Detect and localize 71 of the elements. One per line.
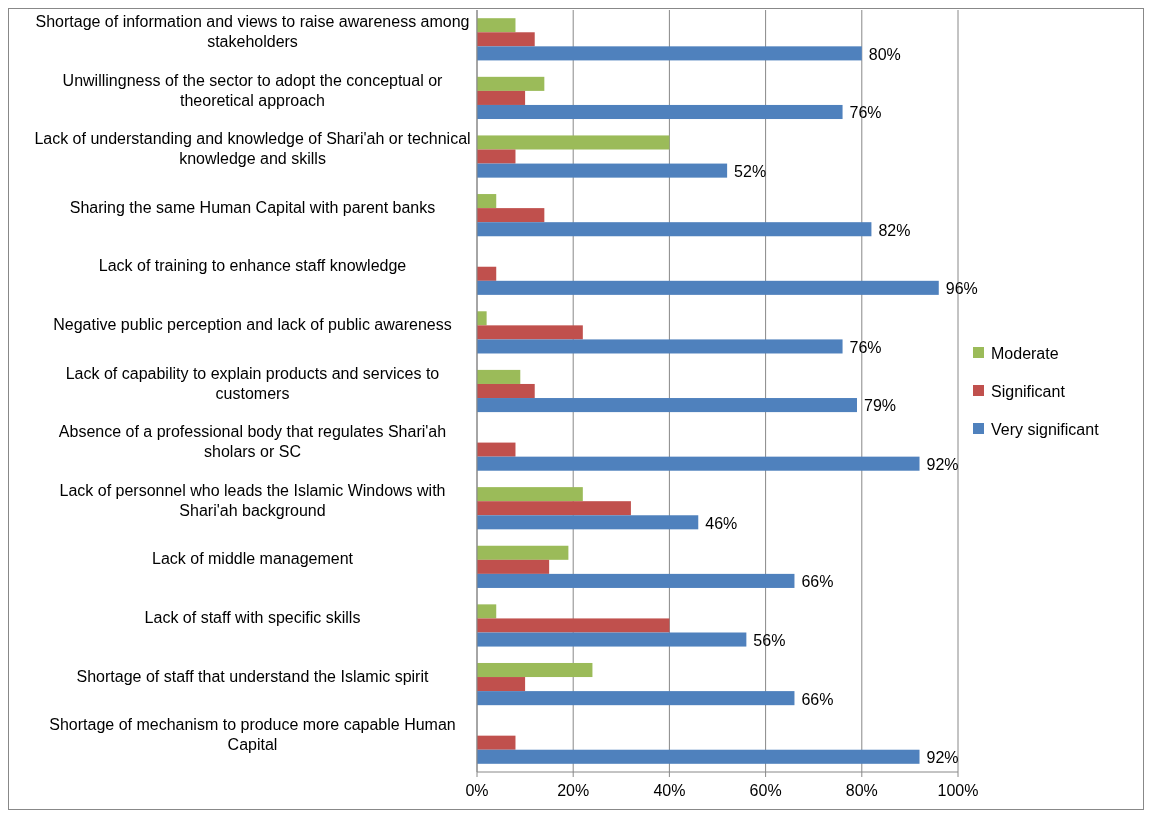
bar: [477, 573, 795, 588]
bar: [477, 325, 583, 340]
bar: [477, 104, 843, 120]
data-label: 46%: [705, 514, 738, 532]
data-label: 52%: [734, 163, 767, 181]
bar: [477, 383, 535, 399]
y-tick-label: Lack of training to enhance staff knowledge: [98, 257, 407, 275]
y-tick-label: Absence of a professional body that regulates Shari'ah sholars or SC: [58, 423, 447, 461]
bar: [477, 735, 516, 750]
bar: [477, 487, 583, 502]
y-tick-label: Lack of personnel who leads the Islamic Windows with Shari'ah background: [59, 481, 446, 519]
x-tick-label: 20%: [557, 782, 590, 799]
data-label: 82%: [878, 221, 911, 239]
y-tick-label: Negative public perception and lack of public awareness: [53, 315, 452, 333]
data-label: 66%: [801, 573, 834, 591]
y-tick-label: Sharing the same Human Capital with parent banks: [69, 198, 436, 216]
bar: [477, 677, 526, 692]
data-label: 76%: [849, 338, 882, 356]
x-tick-label: 100%: [937, 782, 979, 799]
bar: [477, 456, 920, 471]
bar: [477, 559, 550, 574]
y-tick-label: Unwillingness of the sector to adopt the conceptual or theoretical approach: [62, 71, 444, 109]
x-tick-label: 40%: [653, 782, 686, 799]
bar: [477, 163, 728, 178]
y-tick-label: Shortage of staff that understand the Islamic spirit: [76, 667, 429, 685]
data-label: 92%: [926, 749, 959, 767]
y-tick-label: Lack of staff with specific skills: [144, 609, 361, 627]
bar: [477, 18, 516, 33]
bar: [477, 442, 516, 457]
x-tick-label: 80%: [845, 782, 878, 799]
bar: [477, 339, 843, 354]
data-label: 76%: [849, 104, 882, 122]
bar: [477, 266, 497, 281]
bar: [477, 545, 569, 560]
bar: [477, 76, 545, 91]
x-tick-label: 60%: [749, 782, 782, 799]
y-tick-label: Shortage of mechanism to produce more capable Human Capital: [49, 716, 456, 754]
bar: [477, 149, 516, 164]
y-tick-label: Lack of understanding and knowledge of Shari'ah or technical knowledge and skills: [34, 130, 471, 168]
legend-label: Moderate: [991, 344, 1059, 362]
bar: [477, 280, 939, 295]
y-tick-label: Lack of middle management: [152, 550, 354, 568]
bar: [477, 46, 862, 61]
y-tick-label: Shortage of information and views to raise awareness among stakeholders: [35, 12, 470, 50]
data-label: 80%: [868, 45, 901, 63]
data-label: 79%: [863, 397, 897, 415]
bar: [477, 501, 631, 516]
bar: [477, 135, 670, 150]
bar: [477, 618, 670, 633]
bar: [477, 208, 545, 223]
data-label: 56%: [753, 631, 786, 649]
bar: [477, 194, 497, 209]
bar: [477, 32, 535, 47]
bar: [477, 398, 857, 413]
bar: [477, 311, 487, 326]
bar: [477, 632, 747, 647]
bar: [477, 515, 699, 530]
bar: [477, 604, 497, 619]
bar: [477, 222, 872, 237]
x-tick-label: 0%: [465, 782, 489, 799]
bar: [477, 749, 920, 764]
bar: [477, 90, 526, 105]
data-label: 96%: [945, 280, 978, 298]
legend-label: Significant: [991, 382, 1066, 400]
data-label: 92%: [926, 456, 959, 474]
bar: [477, 691, 795, 706]
data-label: 66%: [801, 690, 834, 708]
bar: [477, 369, 521, 384]
bar: [477, 662, 593, 678]
y-tick-label: Lack of capability to explain products and services to customers: [65, 364, 440, 402]
legend-label: Very significant: [991, 420, 1100, 438]
